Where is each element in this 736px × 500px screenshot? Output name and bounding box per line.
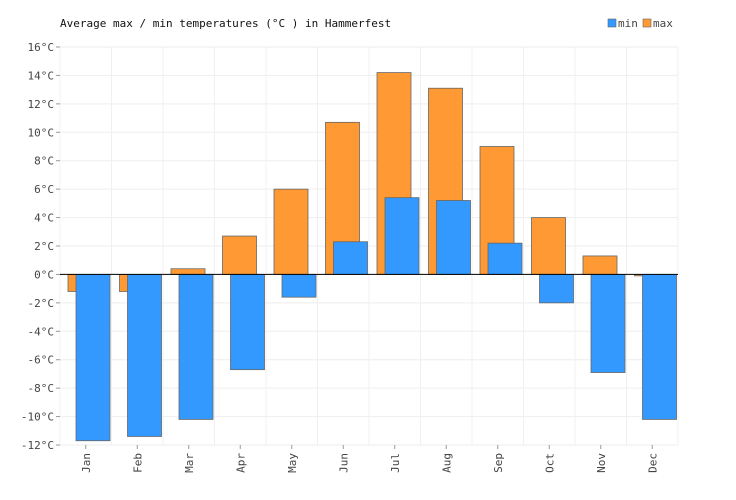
x-tick-label: May: [286, 453, 299, 473]
x-tick-label: Mar: [183, 453, 196, 473]
y-tick-label: -6°C: [28, 354, 55, 367]
y-tick-label: -8°C: [28, 382, 55, 395]
legend-swatch-max: [642, 18, 652, 28]
y-tick-label: 6°C: [34, 183, 54, 196]
bar-min: [127, 274, 162, 437]
legend-swatch-min: [607, 18, 617, 28]
bar-min: [590, 274, 626, 373]
y-tick-label: 16°C: [28, 41, 55, 54]
x-tick-label: Nov: [595, 453, 608, 473]
y-tick-label: -2°C: [28, 297, 55, 310]
y-tick-label: 8°C: [34, 155, 54, 168]
legend-label-min: min: [618, 17, 638, 30]
bar-min: [436, 200, 471, 275]
x-tick-label: Oct: [543, 453, 556, 473]
bar-min: [384, 197, 420, 275]
x-tick-label: Jan: [80, 453, 93, 473]
x-tick-label: Jul: [389, 453, 402, 473]
bar-min: [642, 274, 677, 420]
x-tick-label: Feb: [131, 453, 144, 473]
bar-min: [487, 242, 523, 275]
y-tick-label: 14°C: [28, 69, 55, 82]
legend-label-max: max: [653, 17, 673, 30]
legend: min max: [607, 17, 673, 30]
y-tick-label: -10°C: [21, 411, 54, 424]
y-tick-label: 0°C: [34, 268, 54, 281]
bar-max: [273, 188, 309, 275]
bar-max: [170, 268, 206, 275]
y-tick-label: -12°C: [21, 439, 54, 452]
bar-min: [178, 274, 214, 420]
x-tick-label: Jun: [337, 453, 350, 473]
grid: [59, 46, 679, 446]
chart-title: Average max / min temperatures (°C ) in …: [60, 17, 391, 30]
x-tick-label: Dec: [646, 453, 659, 473]
x-tick-label: Sep: [492, 453, 505, 473]
axes: -12°C -10°C -8°C -6°C -4°C -2°C 0°C 2°C 4°C 6°C 8°…: [21, 41, 678, 473]
x-tick-label: Apr: [234, 453, 247, 473]
bar-min: [539, 274, 574, 304]
bar-max: [531, 217, 566, 275]
bar-max: [222, 235, 257, 275]
bars: [67, 72, 677, 442]
y-tick-label: 4°C: [34, 212, 54, 225]
y-tick-label: 10°C: [28, 126, 55, 139]
y-tick-label: 2°C: [34, 240, 54, 253]
bar-min: [230, 274, 265, 371]
bar-max: [582, 255, 618, 275]
x-tick-label: Aug: [440, 453, 453, 473]
y-tick-label: 12°C: [28, 98, 55, 111]
y-tick-label: -4°C: [28, 325, 55, 338]
bar-min: [333, 241, 368, 275]
bar-min: [281, 274, 317, 298]
bar-min: [75, 274, 111, 442]
